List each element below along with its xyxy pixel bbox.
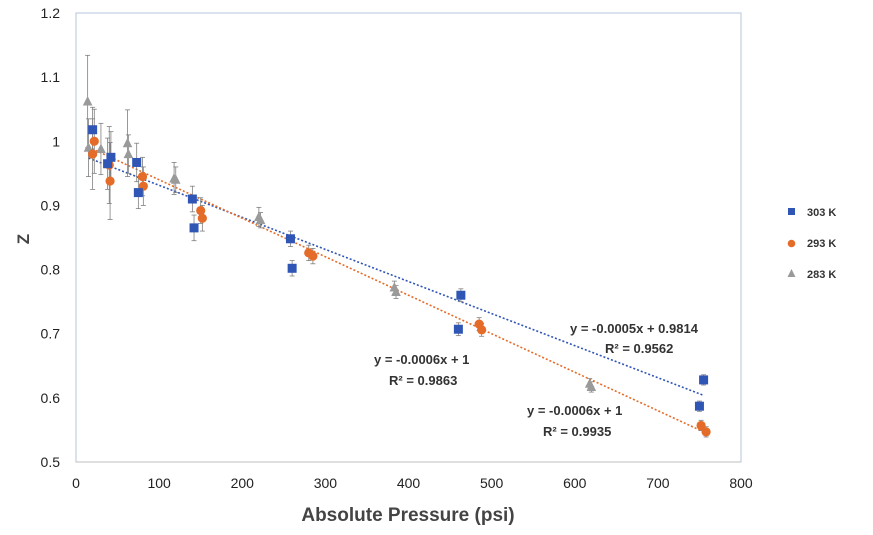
- data-point-283k: [83, 142, 94, 152]
- legend-marker-283k: [787, 269, 796, 277]
- equation-303k: y = -0.0005x + 0.9814: [570, 321, 699, 336]
- x-tick-label: 300: [314, 475, 338, 491]
- data-point-283k: [82, 96, 93, 106]
- y-tick-label: 0.9: [41, 197, 61, 213]
- data-point-283k: [122, 137, 133, 148]
- legend-label-283k: 283 K: [807, 269, 836, 281]
- data-point-283k: [586, 381, 597, 391]
- data-point-303k: [133, 188, 143, 198]
- data-point-303k: [453, 324, 463, 334]
- data-point-303k: [285, 234, 295, 244]
- r2-293k: R² = 0.9935: [543, 424, 611, 439]
- data-point-303k: [456, 290, 466, 300]
- data-point-283k: [391, 286, 401, 297]
- data-point-293k: [701, 427, 711, 437]
- x-axis-ticks: 0 100 200 300 400 500 600 700 800: [72, 475, 753, 491]
- data-point-283k: [96, 143, 106, 153]
- data-point-293k: [197, 213, 207, 223]
- equation-283k: y = -0.0006x + 1: [374, 352, 469, 367]
- r2-283k: R² = 0.9863: [389, 373, 457, 388]
- data-point-303k: [132, 157, 142, 167]
- data-point-303k: [189, 223, 199, 233]
- y-tick-label: 0.8: [41, 262, 61, 278]
- y-tick-label: 0.6: [41, 390, 61, 406]
- data-point-293k: [137, 171, 148, 182]
- data-point-283k: [255, 214, 266, 225]
- y-tick-label: 1: [52, 133, 60, 149]
- data-point-283k: [123, 148, 134, 159]
- x-tick-label: 800: [729, 475, 753, 491]
- x-tick-label: 400: [397, 475, 421, 491]
- legend-label-293k: 293 K: [807, 238, 836, 250]
- legend-marker-293k: [787, 239, 796, 248]
- data-point-283k: [170, 174, 181, 184]
- data-point-303k: [187, 194, 197, 204]
- data-point-293k: [696, 420, 706, 431]
- data-point-293k: [477, 325, 487, 335]
- data-point-303k: [287, 263, 297, 273]
- data-point-293k: [105, 176, 115, 186]
- y-axis-ticks: 0.5 0.6 0.7 0.8 0.9 1 1.1 1.2: [41, 5, 61, 470]
- y-tick-label: 1.2: [41, 5, 61, 21]
- data-point-303k: [699, 375, 709, 385]
- x-axis-title: Absolute Pressure (psi): [301, 505, 514, 526]
- r2-303k: R² = 0.9562: [605, 341, 673, 356]
- data-point-293k: [196, 205, 206, 216]
- data-point-303k: [103, 159, 113, 169]
- data-points: [82, 96, 711, 437]
- legend: 303 K 293 K 283 K: [787, 207, 836, 281]
- x-tick-label: 700: [646, 475, 670, 491]
- data-point-293k: [88, 149, 98, 159]
- data-point-303k: [106, 152, 116, 162]
- data-point-303k: [694, 401, 704, 411]
- data-point-293k: [89, 136, 99, 146]
- x-tick-label: 200: [231, 475, 255, 491]
- x-tick-label: 500: [480, 475, 504, 491]
- data-point-303k: [88, 125, 98, 135]
- legend-label-303k: 303 K: [807, 207, 836, 219]
- y-tick-label: 0.5: [41, 454, 61, 470]
- x-tick-label: 100: [147, 475, 171, 491]
- legend-marker-303k: [788, 208, 795, 215]
- data-point-293k: [308, 251, 318, 261]
- y-axis-title: Z: [14, 234, 33, 244]
- equation-293k: y = -0.0006x + 1: [527, 403, 622, 418]
- y-tick-label: 1.1: [41, 69, 61, 85]
- x-tick-label: 0: [72, 475, 80, 491]
- x-tick-label: 600: [563, 475, 587, 491]
- y-tick-label: 0.7: [41, 326, 61, 342]
